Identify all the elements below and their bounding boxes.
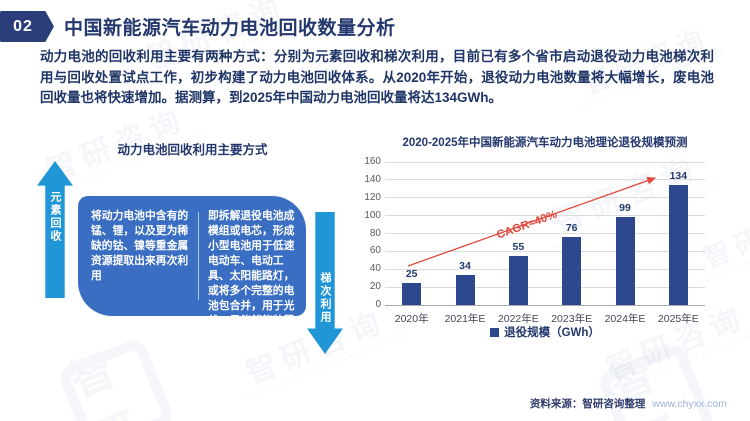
cascade-use-label: 梯次利用 (319, 272, 331, 324)
x-axis-tick: 2025年E (657, 313, 699, 325)
x-axis-tick: 2021年E (444, 313, 486, 325)
element-recycle-description: 将动力电池中含有的锰、锂，以及更为稀缺的钴、镍等重金属资源提取出来再次利用 (91, 210, 189, 282)
legend-marker-icon (490, 327, 500, 337)
bar (562, 237, 582, 305)
x-axis-tick: 2020年 (394, 313, 429, 325)
up-arrow-icon: 元素回收 (37, 161, 73, 298)
y-axis-tick: 20 (369, 281, 381, 293)
source-url-link[interactable]: www.chyxx.com (652, 398, 727, 410)
y-axis-tick: 40 (369, 263, 381, 275)
bar-value-label: 76 (565, 222, 578, 235)
section-number: 02 (13, 17, 33, 35)
bar (668, 185, 688, 305)
bar (615, 216, 635, 305)
bar (455, 274, 475, 305)
retirement-scale-chart: 2020-2025年中国新能源汽车动力电池理论退役规模预测 CAGR≈40% 0… (360, 128, 745, 356)
gridline (385, 250, 705, 252)
y-axis-tick: 160 (364, 156, 381, 167)
bar (508, 255, 528, 305)
bar-value-label: 34 (459, 259, 471, 272)
gridline (385, 179, 705, 181)
chart-legend: 退役规模（GWh） (385, 324, 705, 340)
cagr-annotation: CAGR≈40% (495, 209, 558, 242)
element-recycle-label: 元素回收 (49, 191, 61, 243)
cagr-trend-arrow: CAGR≈40% (407, 176, 657, 267)
gridline (385, 215, 705, 217)
x-axis-tick: 2023年E (551, 313, 593, 325)
source-line: 资料来源：智研咨询整理 www.chyxx.com (530, 396, 727, 411)
recycling-methods-diagram: 动力电池回收利用主要方式 元素回收 将动力电池中含有的锰、锂，以及更为稀缺的钴、… (0, 128, 360, 368)
y-axis-tick: 60 (369, 245, 381, 257)
cascade-use-description: 即拆解退役电池成模组或电芯，形成小型电池用于低速电动车、电动工具、太阳能路灯，或… (208, 210, 295, 342)
chart-plot-area: CAGR≈40% 0 20 40 60 80 100 120 140 160 25 2020年 34 2… (364, 156, 705, 325)
bar-value-label: 55 (512, 240, 525, 253)
intro-paragraph: 动力电池的回收利用主要有两种方式：分别为元素回收和梯次利用，目前已有多个省市启动… (40, 49, 714, 105)
y-axis-tick: 100 (364, 209, 381, 221)
legend-label: 退役规模（GWh） (504, 327, 600, 339)
gridline (385, 161, 705, 163)
method-description-box: 将动力电池中含有的锰、锂，以及更为稀缺的钴、镍等重金属资源提取出来再次利用 即拆… (78, 196, 306, 342)
gridline (385, 197, 705, 199)
gridline (385, 286, 705, 288)
gridline (385, 304, 705, 306)
source-label: 资料来源：智研咨询整理 (529, 398, 646, 410)
column-divider (198, 212, 199, 300)
bar-value-label: 25 (405, 267, 418, 280)
y-axis-tick: 120 (364, 191, 381, 203)
bar (402, 282, 422, 305)
y-axis-tick: 140 (364, 173, 381, 185)
chart-title: 2020-2025年中国新能源汽车动力电池理论退役规模预测 (402, 137, 688, 149)
y-axis-tick: 80 (369, 227, 381, 239)
x-axis-tick: 2022年E (497, 313, 539, 325)
y-axis-tick: 0 (375, 299, 381, 310)
down-arrow-icon: 梯次利用 (307, 212, 343, 354)
section-number-badge: 02 (0, 11, 54, 42)
bar-value-label: 134 (669, 170, 688, 183)
gridline (385, 268, 705, 270)
x-axis-tick: 2024年E (604, 313, 646, 325)
page-title: 中国新能源汽车动力电池回收数量分析 (64, 18, 396, 39)
gridline (385, 233, 705, 234)
bar-value-label: 99 (619, 201, 631, 214)
diagram-title: 动力电池回收利用主要方式 (117, 143, 268, 157)
